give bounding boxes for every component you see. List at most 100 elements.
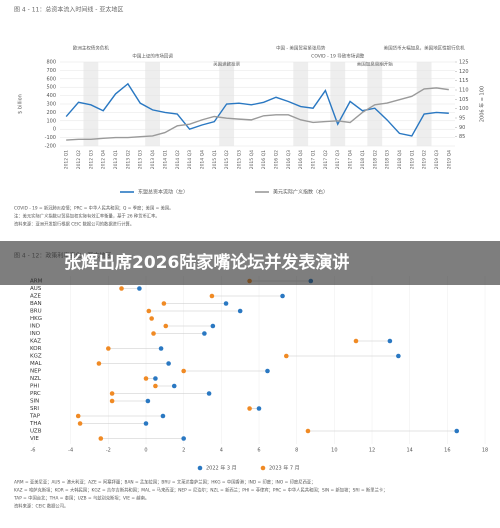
category-label: BAN: [30, 301, 42, 307]
x-tick-label: 2: [182, 448, 185, 454]
x-tick-label: 2016 Q4: [298, 150, 304, 169]
annotation: 美国加息周期开始: [357, 61, 393, 68]
dot: [171, 383, 177, 389]
category-label: PRC: [30, 391, 41, 397]
x-tick-label: 2014 Q4: [199, 150, 205, 169]
dot: [109, 398, 115, 404]
x-tick-label: 2013 Q1: [113, 150, 119, 169]
dot: [75, 413, 81, 419]
dot: [181, 368, 186, 374]
x-tick-label: 2014 Q1: [162, 150, 168, 169]
y2-tick-label: 90: [459, 125, 465, 131]
dot: [247, 406, 252, 411]
x-tick-label: 2018 Q4: [397, 150, 403, 169]
dot: [256, 406, 262, 411]
x-tick-label: 4: [220, 448, 223, 454]
category-label: NEP: [30, 369, 42, 375]
dot: [163, 323, 169, 329]
x-tick-label: 2017 Q2: [323, 150, 329, 169]
x-tick-label: 2012 Q2: [76, 150, 82, 169]
note: 资料来源：亚洲开发银行根据 CEIC 数据公司的数据进行计算。: [14, 221, 134, 228]
category-label: KOR: [30, 346, 42, 352]
y-tick-label: 200: [46, 110, 56, 116]
y2-tick-label: 95: [459, 116, 465, 122]
category-label: KAZ: [30, 339, 41, 345]
note: KAZ = 哈萨克斯坦；KOR = 大韩民国；KGZ = 吉尔吉斯共和国；MAL…: [14, 487, 387, 494]
legend-label: 2023 年 7 月: [269, 465, 300, 472]
x-tick-label: 2019 Q1: [409, 150, 415, 169]
dot: [158, 346, 164, 351]
annotation: 英国退欧投票: [213, 61, 240, 68]
x-tick-label: 0: [144, 448, 147, 454]
x-tick-label: 2013 Q3: [138, 150, 144, 169]
dot: [396, 353, 401, 359]
x-tick-label: 2019 Q3: [434, 150, 440, 169]
annotation: 中国 - 美国贸易紧张局势: [276, 45, 326, 52]
note: 资料来源：CEIC 数据公司。: [14, 503, 68, 510]
dot: [284, 353, 289, 359]
dot: [353, 338, 359, 344]
dot: [387, 338, 393, 344]
dot: [166, 361, 171, 366]
dot: [160, 413, 166, 419]
category-label: INO: [30, 331, 41, 337]
dot: [265, 368, 270, 374]
y2-tick-label: 85: [459, 134, 465, 140]
dot: [106, 346, 111, 351]
x-tick-label: 14: [406, 448, 412, 454]
x-tick-label: 2019 Q4: [446, 150, 452, 169]
x-tick-label: 2015 Q2: [224, 150, 230, 169]
legend-label: 2022 年 3 月: [206, 465, 237, 472]
x-tick-label: 2013 Q4: [150, 150, 156, 169]
legend-swatch: [197, 465, 203, 471]
x-tick-label: 2017 Q3: [335, 150, 341, 169]
y2-tick-label: 120: [459, 69, 469, 75]
y2-tick-label: 125: [459, 60, 469, 66]
series-line: [65, 82, 449, 137]
category-label: UZB: [30, 429, 42, 435]
dot: [280, 293, 285, 299]
x-tick-label: 2016 Q2: [274, 150, 280, 169]
note: TAP = 中国台北；THA = 泰国；UZB = 乌兹别克斯坦；VIE = 越…: [13, 495, 149, 502]
legend-swatch: [260, 465, 266, 471]
y2-axis-label: 2006 年 = 100: [479, 86, 486, 122]
x-tick-label: 2012 Q3: [88, 150, 94, 169]
x-tick-label: -4: [68, 448, 73, 454]
category-label: THA: [29, 421, 41, 427]
dot: [143, 421, 149, 426]
category-label: SIN: [30, 399, 39, 405]
x-tick-label: 2017 Q1: [311, 150, 317, 169]
dot: [202, 331, 207, 336]
note: 注：美元实际广义指数以贸易加权实际有效汇率衡量，基于 26 种货币汇率。: [14, 213, 160, 220]
dot: [305, 428, 311, 434]
dot: [206, 391, 212, 396]
annotation: COVID - 19 导致市场调整: [311, 53, 365, 60]
x-tick-label: 12: [369, 448, 375, 454]
category-label: IND: [30, 324, 40, 330]
dot: [151, 331, 156, 336]
y-tick-label: 0: [53, 127, 56, 133]
y2-tick-label: 110: [459, 88, 469, 94]
x-tick-label: 2016 Q3: [286, 150, 292, 169]
dot: [454, 428, 460, 434]
category-label: AUS: [30, 286, 42, 292]
y-tick-label: -100: [45, 135, 56, 141]
banner-title: 张辉出席2026陆家嘴论坛并发表演讲: [64, 252, 349, 273]
dot: [109, 391, 115, 396]
x-tick-label: 18: [482, 448, 488, 454]
note: COVID - 19 = 新冠肺炎疫情；PRC = 中华人民共和国；Q = 季度…: [14, 205, 173, 212]
y-tick-label: -200: [45, 144, 56, 150]
x-tick-label: 2013 Q2: [125, 150, 131, 169]
x-tick-label: 2018 Q1: [360, 150, 366, 169]
category-label: HKG: [30, 316, 42, 322]
banner-background: [0, 241, 500, 285]
x-tick-label: 8: [295, 448, 298, 454]
y2-tick-label: 105: [459, 97, 469, 103]
chart-title: 图 4 - 11：总资本流入时间线 - 亚太地区: [14, 6, 123, 14]
x-tick-label: 2018 Q3: [385, 150, 391, 169]
dot: [209, 293, 215, 299]
y-tick-label: 800: [46, 60, 56, 66]
dot: [153, 383, 158, 389]
dot: [210, 323, 216, 329]
